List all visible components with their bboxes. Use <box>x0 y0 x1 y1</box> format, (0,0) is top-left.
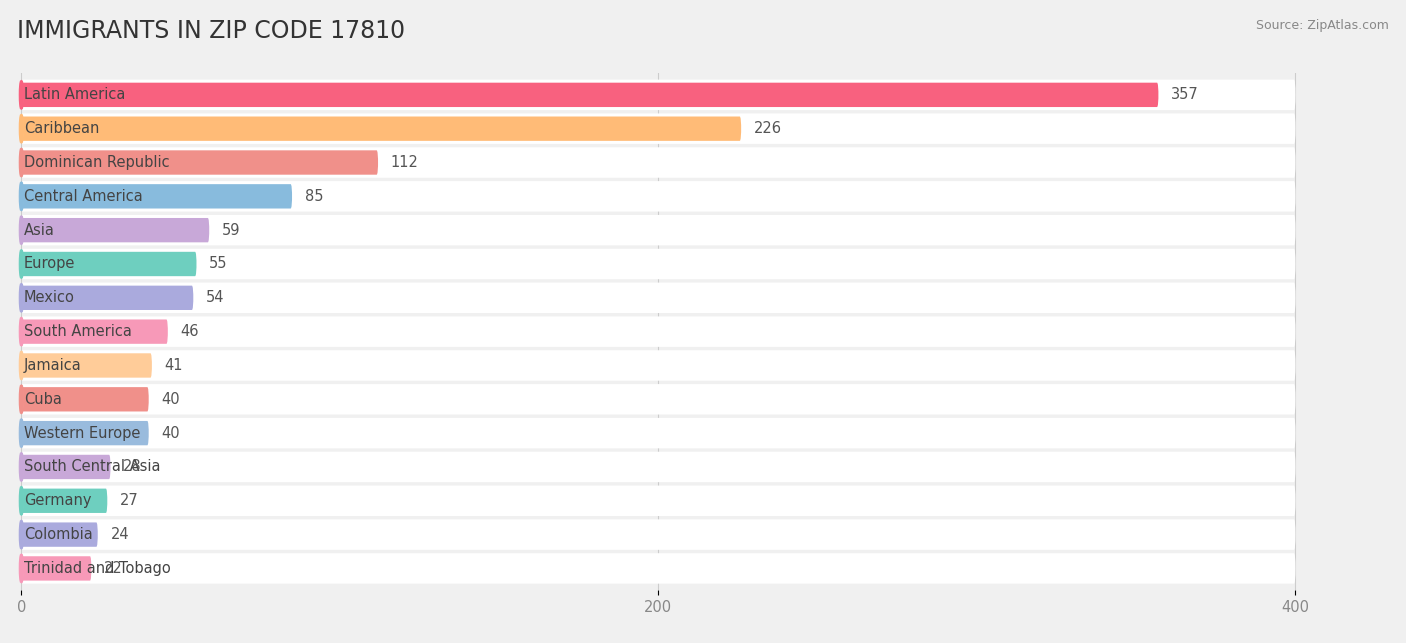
Text: Colombia: Colombia <box>24 527 93 542</box>
FancyBboxPatch shape <box>21 249 1295 279</box>
Text: 59: 59 <box>222 222 240 238</box>
Text: 28: 28 <box>124 460 142 475</box>
Text: 27: 27 <box>120 493 139 508</box>
Circle shape <box>20 453 22 480</box>
FancyBboxPatch shape <box>21 520 1295 550</box>
Text: Cuba: Cuba <box>24 392 62 407</box>
Text: 46: 46 <box>180 324 200 339</box>
Circle shape <box>20 115 22 142</box>
Text: 22: 22 <box>104 561 122 576</box>
FancyBboxPatch shape <box>21 215 1295 246</box>
Text: Mexico: Mexico <box>24 291 75 305</box>
FancyBboxPatch shape <box>21 553 1295 584</box>
Text: South America: South America <box>24 324 132 339</box>
Text: 55: 55 <box>209 257 228 271</box>
FancyBboxPatch shape <box>21 116 741 141</box>
FancyBboxPatch shape <box>21 113 1295 144</box>
FancyBboxPatch shape <box>21 285 194 310</box>
FancyBboxPatch shape <box>21 489 107 513</box>
FancyBboxPatch shape <box>21 80 1295 110</box>
Text: 226: 226 <box>754 121 782 136</box>
Circle shape <box>20 149 22 176</box>
Text: 41: 41 <box>165 358 183 373</box>
Text: Central America: Central America <box>24 189 143 204</box>
Text: 112: 112 <box>391 155 419 170</box>
Circle shape <box>20 420 22 446</box>
Text: Asia: Asia <box>24 222 55 238</box>
FancyBboxPatch shape <box>21 184 292 208</box>
Text: Source: ZipAtlas.com: Source: ZipAtlas.com <box>1256 19 1389 32</box>
Text: South Central Asia: South Central Asia <box>24 460 160 475</box>
FancyBboxPatch shape <box>21 147 1295 177</box>
Text: 357: 357 <box>1171 87 1199 102</box>
FancyBboxPatch shape <box>21 181 1295 212</box>
Circle shape <box>20 386 22 413</box>
FancyBboxPatch shape <box>21 252 197 276</box>
Text: IMMIGRANTS IN ZIP CODE 17810: IMMIGRANTS IN ZIP CODE 17810 <box>17 19 405 43</box>
FancyBboxPatch shape <box>21 418 1295 448</box>
Circle shape <box>20 521 22 548</box>
FancyBboxPatch shape <box>21 387 149 412</box>
Text: 40: 40 <box>162 426 180 440</box>
Text: Western Europe: Western Europe <box>24 426 141 440</box>
FancyBboxPatch shape <box>21 384 1295 415</box>
Text: 24: 24 <box>111 527 129 542</box>
Circle shape <box>20 487 22 514</box>
Text: Dominican Republic: Dominican Republic <box>24 155 170 170</box>
Text: Jamaica: Jamaica <box>24 358 82 373</box>
Circle shape <box>20 284 22 311</box>
Text: 54: 54 <box>207 291 225 305</box>
Text: Trinidad and Tobago: Trinidad and Tobago <box>24 561 172 576</box>
FancyBboxPatch shape <box>21 282 1295 313</box>
FancyBboxPatch shape <box>21 421 149 446</box>
Text: 85: 85 <box>305 189 323 204</box>
Text: Europe: Europe <box>24 257 76 271</box>
FancyBboxPatch shape <box>21 353 152 377</box>
FancyBboxPatch shape <box>21 218 209 242</box>
FancyBboxPatch shape <box>21 556 91 581</box>
Text: Germany: Germany <box>24 493 91 508</box>
Circle shape <box>20 352 22 379</box>
FancyBboxPatch shape <box>21 83 1159 107</box>
FancyBboxPatch shape <box>21 452 1295 482</box>
Circle shape <box>20 251 22 277</box>
FancyBboxPatch shape <box>21 320 167 344</box>
FancyBboxPatch shape <box>21 316 1295 347</box>
FancyBboxPatch shape <box>21 522 98 547</box>
FancyBboxPatch shape <box>21 150 378 175</box>
Text: Latin America: Latin America <box>24 87 125 102</box>
Circle shape <box>20 183 22 210</box>
FancyBboxPatch shape <box>21 485 1295 516</box>
Circle shape <box>20 217 22 244</box>
Circle shape <box>20 318 22 345</box>
FancyBboxPatch shape <box>21 455 111 479</box>
FancyBboxPatch shape <box>21 350 1295 381</box>
Circle shape <box>20 82 22 108</box>
Text: Caribbean: Caribbean <box>24 121 100 136</box>
Circle shape <box>20 555 22 582</box>
Text: 40: 40 <box>162 392 180 407</box>
